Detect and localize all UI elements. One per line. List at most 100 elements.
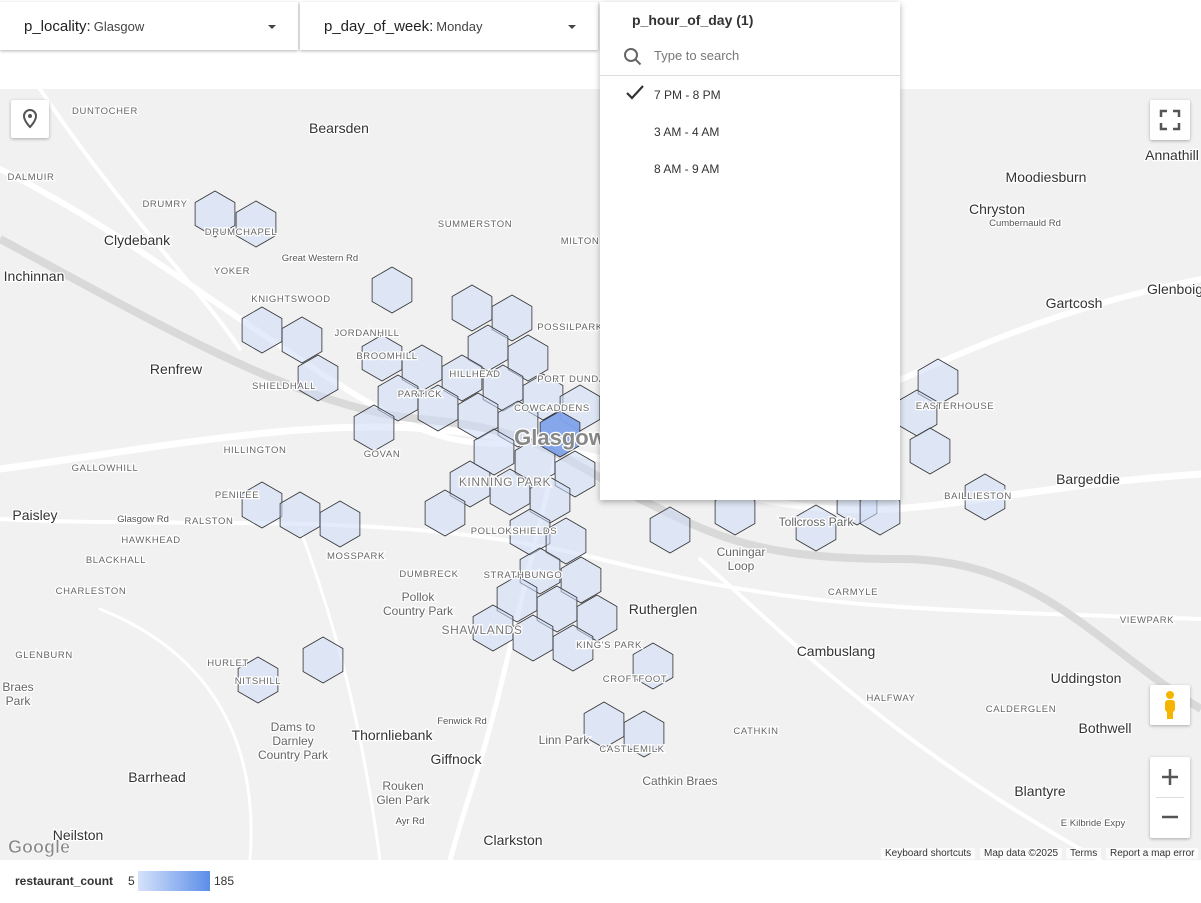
hex-cell <box>297 354 339 402</box>
filter-value: Glasgow <box>93 19 145 34</box>
map-label: Darnley <box>272 734 313 748</box>
map-label: COWCADDENS <box>514 403 590 414</box>
map-label: NITSHILL <box>235 676 282 687</box>
map-label: HURLET <box>207 658 249 669</box>
map-label: Tollcross Park <box>779 515 855 529</box>
map-label: Glasgow Rd <box>117 514 169 525</box>
option[interactable]: 8 AM - 9 AM <box>654 162 720 176</box>
map-label: Glen Park <box>376 793 430 807</box>
icon <box>1159 109 1181 131</box>
map-label: YOKER <box>214 266 250 277</box>
filter[interactable]: p_locality: Glasgow <box>0 2 298 50</box>
hex-cell <box>507 334 549 382</box>
attribution[interactable]: Keyboard shortcuts <box>881 848 976 859</box>
hex-cell <box>489 468 531 516</box>
attribution[interactable]: Terms <box>1066 848 1102 859</box>
map-label: BAILLIESTON <box>944 491 1012 502</box>
hex-cell <box>522 373 564 421</box>
map-label: Park <box>6 694 32 708</box>
map-label: DUMBRECK <box>399 569 458 580</box>
hex-cell <box>539 410 581 458</box>
map-label: DUNTOCHER <box>72 106 138 117</box>
attribution: Map data ©2025 <box>980 848 1063 859</box>
legend-max: 185 <box>214 874 235 888</box>
map-label: Cuningar <box>717 545 766 559</box>
map-label: CASTLEMILK <box>599 744 664 755</box>
check <box>626 85 644 100</box>
map-label: PARTICK <box>398 389 443 400</box>
map-label: Loop <box>728 559 755 573</box>
map-label: Country Park <box>258 748 329 762</box>
hex-cell <box>281 316 323 364</box>
map-label: CHARLESTON <box>56 586 127 597</box>
street-view-button[interactable] <box>1150 685 1190 725</box>
map-label: Rutherglen <box>629 601 698 617</box>
hex-cell <box>237 656 279 704</box>
map-label: Linn Park <box>539 733 591 747</box>
divider <box>600 75 900 76</box>
hex-cell <box>371 266 413 314</box>
map-label: Glenboig <box>1147 281 1201 297</box>
hex-cell <box>859 488 901 536</box>
locate-button[interactable] <box>11 100 49 138</box>
map-label: Clydebank <box>104 232 171 248</box>
map-label: Bothwell <box>1079 720 1132 736</box>
dropdown-panel: p_hour_of_day (1) Type to search 7 PM - … <box>600 2 900 500</box>
hex-cell <box>194 190 236 238</box>
hex-cell <box>279 491 321 539</box>
map-label: Braes <box>2 680 33 694</box>
hex-cell <box>361 334 403 382</box>
map-label: Pollok <box>402 590 436 604</box>
filter[interactable]: p_day_of_week: Monday <box>300 2 598 50</box>
map-label: CATHKIN <box>733 726 778 737</box>
map-label: Inchinnan <box>4 268 65 284</box>
map-label: Uddingston <box>1051 670 1122 686</box>
hex-cell <box>512 614 554 662</box>
hex-cell <box>417 384 459 432</box>
map-label: HILLHEAD <box>449 369 500 380</box>
map-label: KNIGHTSWOOD <box>251 294 330 305</box>
hex-cell <box>623 710 665 758</box>
hex-cell <box>964 473 1006 521</box>
hex-cell <box>917 358 959 406</box>
hex-cell <box>241 481 283 529</box>
hex-cell <box>235 200 277 248</box>
hex-cell <box>302 636 344 684</box>
filter-value: Monday <box>436 19 483 34</box>
hex-cell <box>536 585 578 633</box>
option[interactable]: 3 AM - 4 AM <box>654 125 720 139</box>
map-label: STRATHBUNGO <box>484 570 563 581</box>
attribution[interactable]: Report a map error <box>1106 848 1199 859</box>
hex-cell <box>377 374 419 422</box>
map-label: E Kilbride Expy <box>1061 818 1126 829</box>
hex-cell <box>576 594 618 642</box>
map-label: HAWKHEAD <box>121 535 180 546</box>
icon[interactable] <box>1150 757 1190 838</box>
hex-cell <box>583 701 625 749</box>
map-label: CARMYLE <box>828 587 878 598</box>
map-label: Giffnock <box>430 751 482 767</box>
map-label: MILTON <box>561 236 600 247</box>
hex-cell <box>473 428 515 476</box>
hex-cell <box>467 324 509 372</box>
hex-cell <box>401 344 443 392</box>
map-label: PENILEE <box>215 490 259 501</box>
map-label: Neilston <box>53 827 104 843</box>
map-label: DRUMCHAPEL <box>205 227 278 238</box>
option[interactable]: 7 PM - 8 PM <box>654 88 721 102</box>
search-input[interactable]: Type to search <box>654 48 740 63</box>
icon <box>1165 691 1175 719</box>
hex-cell <box>909 427 951 475</box>
map-label: EASTERHOUSE <box>916 401 994 412</box>
check-icon <box>626 85 644 100</box>
hex-cell <box>472 604 514 652</box>
map-label: Paisley <box>12 507 57 523</box>
map-label: Moodiesburn <box>1006 169 1087 185</box>
map-label: Cambuslang <box>797 643 876 659</box>
hex-cell <box>552 624 594 672</box>
fullscreen-button[interactable] <box>1150 100 1190 140</box>
map-label: KINNING PARK <box>459 475 551 489</box>
dropdown-title: p_hour_of_day (1) <box>632 12 754 28</box>
map-label: CROFTFOOT <box>603 674 668 685</box>
